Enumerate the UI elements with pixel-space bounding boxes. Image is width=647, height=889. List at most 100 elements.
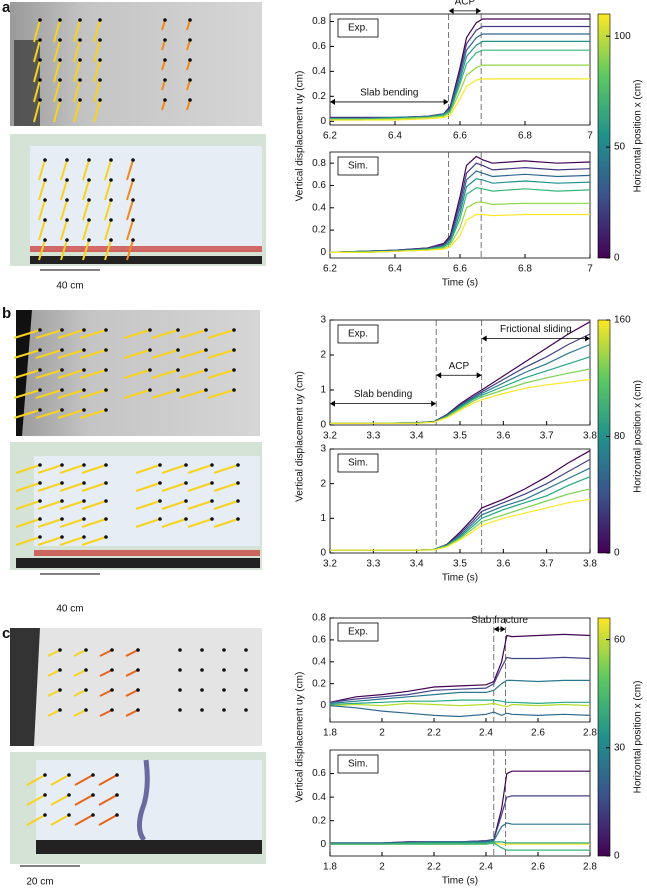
x-axis-label: Time (s)	[442, 876, 478, 887]
marker-dot	[148, 368, 152, 372]
marker-dot	[82, 481, 86, 485]
marker-dot	[109, 198, 113, 202]
experiment-photo	[10, 2, 262, 126]
marker-dot	[65, 218, 69, 222]
marker-dot	[65, 198, 69, 202]
displacement-arrow	[60, 239, 68, 261]
marker-dot	[188, 58, 192, 62]
tag-label: Exp.	[348, 627, 368, 638]
displacement-arrow	[37, 500, 63, 510]
marker-dot	[109, 178, 113, 182]
displacement-arrow	[135, 482, 161, 492]
marker-dot	[104, 481, 108, 485]
marker-dot	[200, 708, 204, 712]
marker-dot	[38, 499, 42, 503]
displacement-arrow	[50, 814, 70, 826]
marker-dot	[236, 481, 240, 485]
marker-dot	[115, 773, 119, 777]
displacement-arrow	[207, 389, 235, 399]
displacement-arrow	[57, 409, 85, 419]
displacement-arrow	[33, 99, 41, 123]
marker-dot	[178, 708, 182, 712]
displacement-arrow	[98, 814, 118, 826]
marker-dot	[222, 708, 226, 712]
marker-dot	[91, 813, 95, 817]
displacement-arrow	[81, 500, 107, 510]
displacement-arrow	[60, 159, 68, 181]
colorbar-tick-label: 100	[614, 31, 631, 42]
marker-dot	[60, 408, 64, 412]
marker-dot	[244, 668, 248, 672]
colorbar	[597, 617, 611, 857]
simulation-slab	[30, 146, 262, 250]
experiment-photo	[10, 628, 262, 746]
colorbar-tick-label: 50	[614, 142, 626, 153]
x-tick-label: 2.8	[583, 728, 597, 739]
x-tick-label: 2.2	[427, 728, 441, 739]
displacement-arrow	[187, 518, 213, 528]
displacement-arrow	[99, 669, 113, 677]
y-tick-label: 0.6	[312, 768, 326, 779]
y-tick-label: 0.6	[312, 180, 326, 191]
displacement-arrow	[13, 389, 41, 399]
marker-dot	[58, 58, 62, 62]
marker-dot	[98, 38, 102, 42]
marker-dot	[104, 328, 108, 332]
marker-dot	[110, 708, 114, 712]
marker-dot	[158, 499, 162, 503]
panel-letter: c	[2, 625, 10, 642]
displacement-arrow	[213, 464, 239, 474]
tag-box	[337, 622, 379, 642]
marker-dot	[60, 499, 64, 503]
marker-dot	[82, 368, 86, 372]
marker-dot	[104, 368, 108, 372]
displacement-arrow	[135, 464, 161, 474]
x-tick-label: 6.2	[323, 131, 337, 142]
tag-box	[337, 754, 379, 774]
displacement-arrow	[123, 329, 151, 339]
colorbar-tick-label: 80	[614, 431, 626, 442]
marker-dot	[236, 499, 240, 503]
y-axis-label: Vertical displacement uy (cm)	[295, 71, 306, 202]
displacement-arrow	[13, 369, 41, 379]
marker-dot	[104, 388, 108, 392]
marker-dot	[110, 668, 114, 672]
displacement-arrow	[135, 518, 161, 528]
displacement-arrow	[53, 59, 61, 83]
x-tick-label: 3.2	[323, 431, 337, 442]
marker-dot	[38, 408, 42, 412]
marker-dot	[58, 688, 62, 692]
y-tick-label: 3	[320, 315, 326, 326]
displacement-arrow	[33, 19, 41, 43]
series-line	[330, 842, 590, 851]
marker-dot	[38, 481, 42, 485]
marker-dot	[244, 648, 248, 652]
x-tick-label: 7	[587, 131, 593, 142]
marker-dot	[158, 517, 162, 521]
marker-dot	[131, 158, 135, 162]
series-line	[330, 33, 590, 120]
x-tick-label: 3.7	[540, 431, 554, 442]
displacement-arrow	[79, 369, 107, 379]
marker-dot	[184, 481, 188, 485]
marker-dot	[188, 18, 192, 22]
y-tick-label: 0.8	[312, 613, 326, 624]
marker-dot	[65, 158, 69, 162]
marker-dot	[178, 688, 182, 692]
displacement-arrow	[99, 709, 113, 717]
tag-box	[337, 324, 379, 344]
marker-dot	[115, 813, 119, 817]
displacement-arrow	[47, 669, 61, 677]
marker-dot	[163, 78, 167, 82]
displacement-arrow	[82, 219, 90, 241]
displacement-arrow	[73, 19, 81, 43]
marker-dot	[78, 78, 82, 82]
colorbar-tick-label: 60	[614, 634, 626, 645]
displacement-arrow	[47, 709, 61, 717]
marker-dot	[78, 18, 82, 22]
x-tick-label: 2	[379, 728, 385, 739]
displacement-arrow	[35, 389, 63, 399]
x-tick-label: 6.4	[388, 264, 402, 275]
marker-dot	[158, 463, 162, 467]
marker-dot	[232, 328, 236, 332]
